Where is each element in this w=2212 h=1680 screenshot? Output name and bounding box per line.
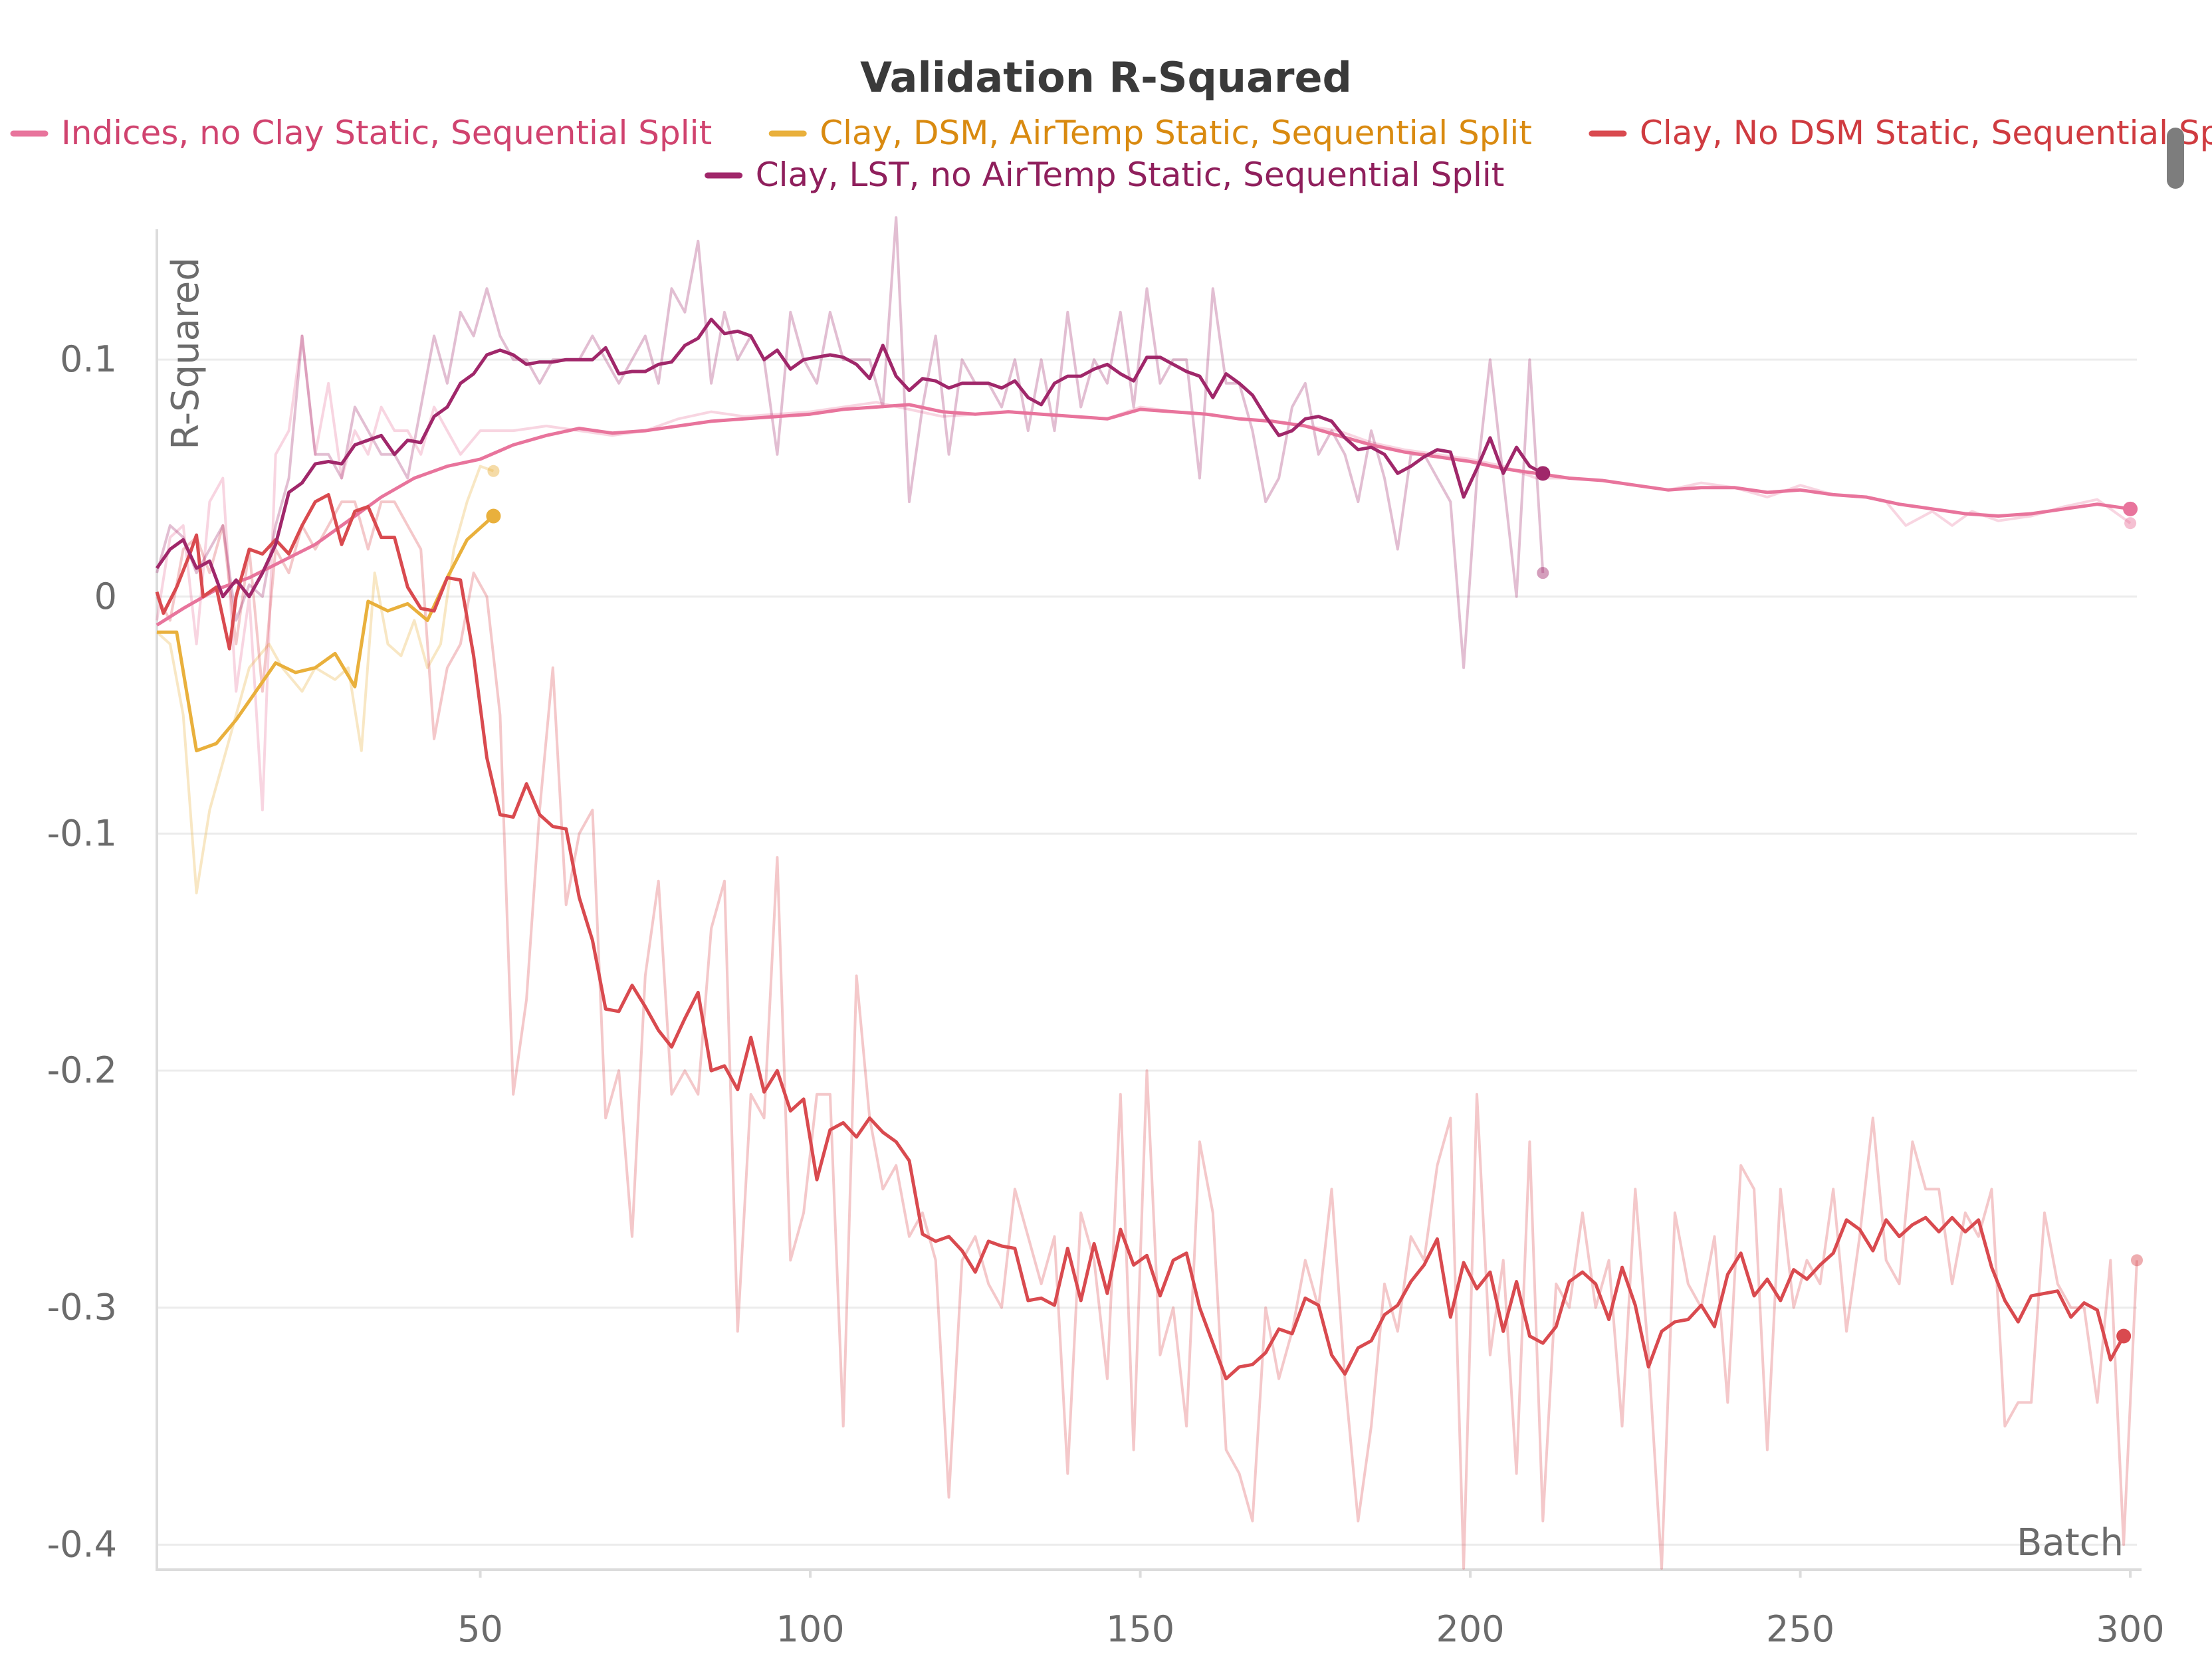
y-tick-label: -0.2	[47, 1049, 117, 1091]
smoothed-series-line-3[interactable]	[155, 318, 1544, 599]
smoothed-series-lines	[155, 318, 2131, 1381]
y-tick-labels: 0.1 0 -0.1 -0.2 -0.3 -0.4	[47, 338, 117, 1565]
grid-lines	[157, 358, 2137, 1546]
x-tick-label: 100	[776, 1608, 845, 1650]
x-axis-label: Batch	[2017, 1521, 2124, 1564]
y-tick-label: -0.4	[47, 1523, 117, 1565]
y-tick-label: -0.3	[47, 1287, 117, 1328]
y-tick-label: -0.1	[47, 812, 117, 854]
smoothed-series-line-0[interactable]	[156, 403, 2131, 627]
smoothed-end-marker-0	[2123, 501, 2138, 516]
raw-end-marker-3	[1537, 567, 1549, 579]
y-axis-label: R-Squared	[164, 257, 207, 450]
y-tick-label: 0	[94, 576, 117, 617]
raw-series-line-1	[156, 465, 495, 894]
x-tick-label: 50	[457, 1608, 503, 1650]
raw-end-marker-2	[2131, 1254, 2143, 1267]
legend-label: Indices, no Clay Static, Sequential Spli…	[61, 114, 712, 152]
x-tick-label: 300	[2096, 1608, 2165, 1650]
x-tick-label: 200	[1436, 1608, 1505, 1650]
x-tick-label: 250	[1766, 1608, 1834, 1650]
x-tick-label: 150	[1106, 1608, 1174, 1650]
smoothed-end-marker-1	[486, 508, 501, 524]
axes	[156, 229, 2142, 1571]
legend-row: Indices, no Clay Static, Sequential Spli…	[10, 114, 2212, 152]
raw-series-line-2	[156, 500, 2138, 1570]
raw-series-line-0	[156, 334, 2132, 811]
y-tick-label: 0.1	[60, 338, 117, 380]
smoothed-series-line-1[interactable]	[157, 514, 495, 753]
legend-scrollbar[interactable]	[2167, 128, 2184, 189]
legend-label: Clay, LST, no AirTemp Static, Sequential…	[756, 156, 1505, 194]
raw-end-marker-1	[487, 465, 500, 477]
legend-item[interactable]: Indices, no Clay Static, Sequential Spli…	[10, 114, 712, 152]
raw-end-marker-0	[2124, 517, 2137, 530]
legend-item[interactable]: Clay, DSM, AirTemp Static, Sequential Sp…	[768, 114, 1532, 152]
legend-item[interactable]: Clay, LST, no AirTemp Static, Sequential…	[705, 156, 1505, 194]
series-end-markers	[486, 465, 2143, 1344]
smoothed-end-marker-3	[1535, 466, 1551, 481]
smoothed-end-marker-2	[2116, 1328, 2132, 1344]
legend-label: Clay, DSM, AirTemp Static, Sequential Sp…	[820, 114, 1532, 152]
legend-row: Clay, LST, no AirTemp Static, Sequential…	[705, 156, 1505, 194]
legend-item[interactable]: Clay, No DSM Static, Sequential Split	[1589, 114, 2212, 152]
smoothed-series-line-2[interactable]	[155, 492, 2126, 1381]
legend[interactable]: Indices, no Clay Static, Sequential Spli…	[10, 114, 2212, 194]
legend-label: Clay, No DSM Static, Sequential Split	[1640, 114, 2212, 152]
raw-series-lines	[156, 216, 2138, 1570]
chart-title: Validation R-Squared	[860, 53, 1352, 102]
x-tick-labels: 50 100 150 200 250 300	[457, 1568, 2165, 1650]
